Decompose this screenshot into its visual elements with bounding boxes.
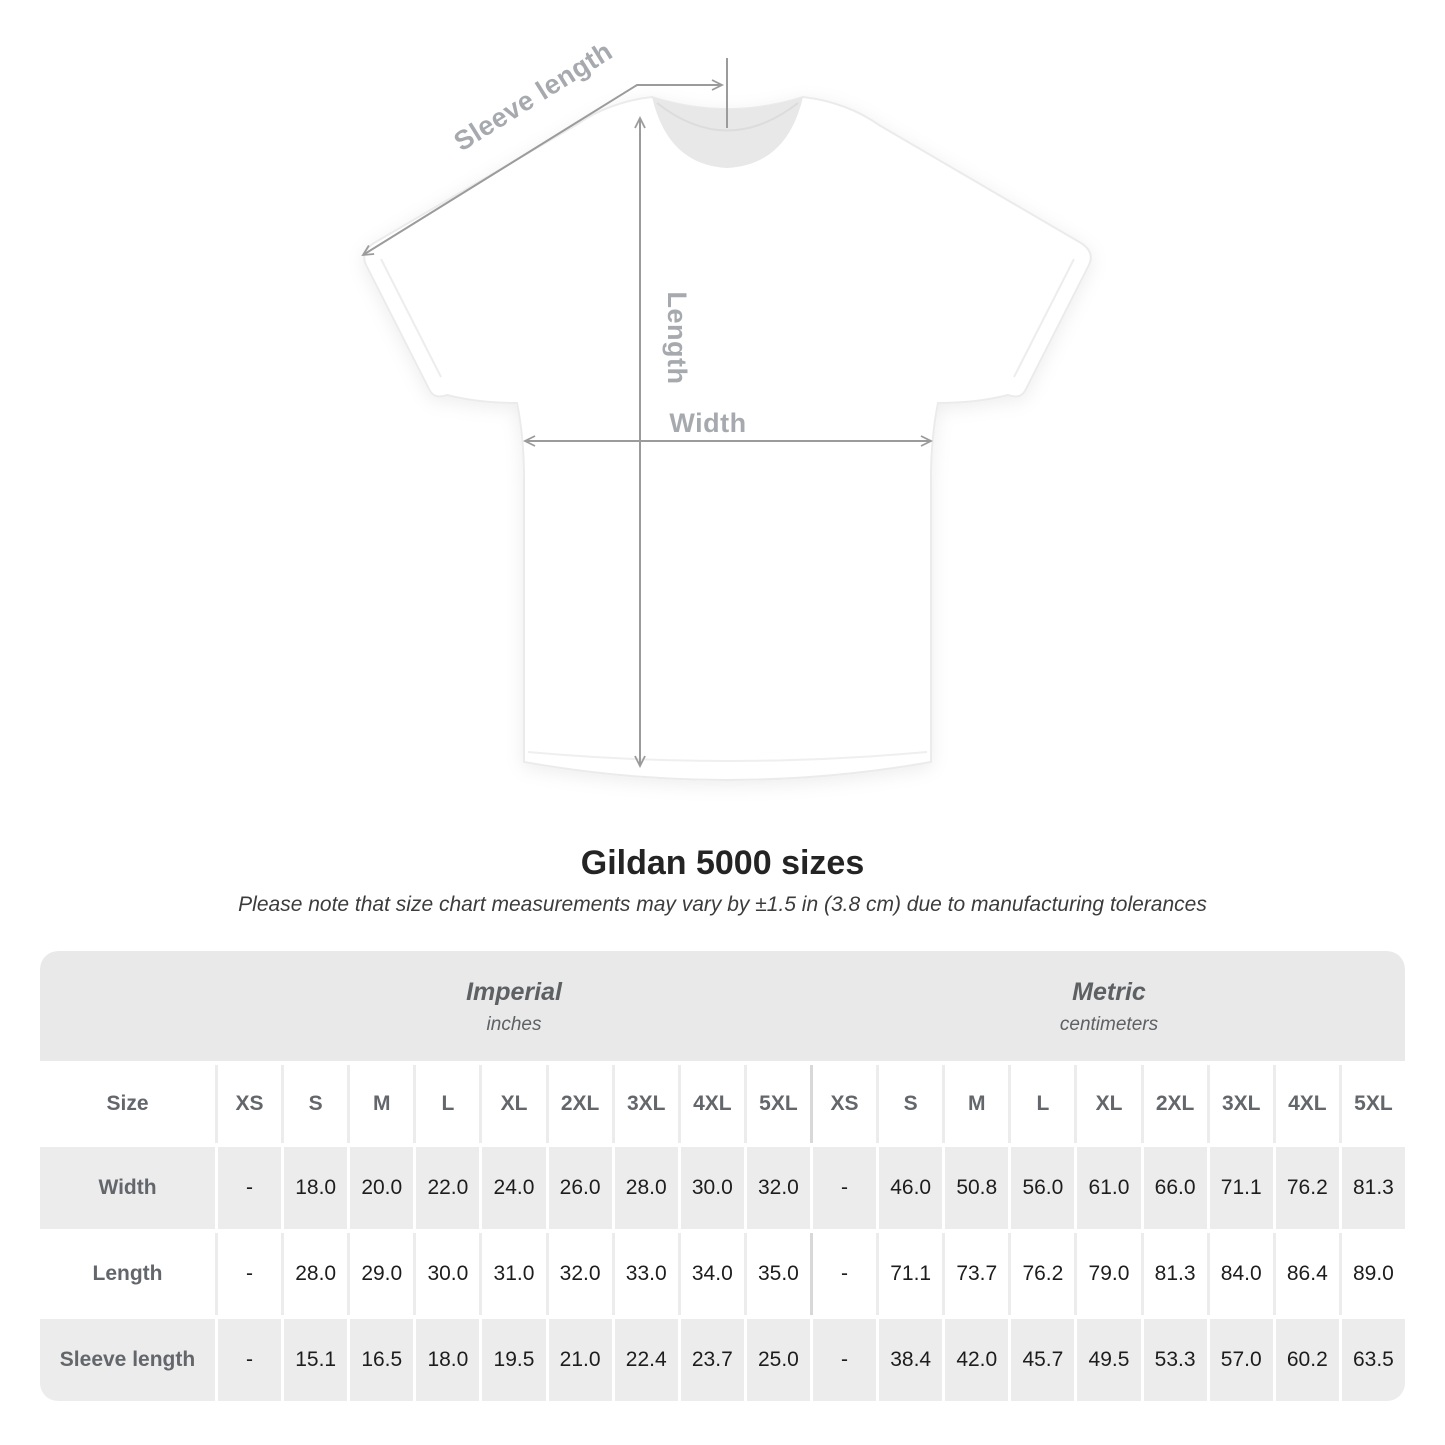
cell-value-metric: 76.2 (1275, 1147, 1339, 1230)
cell-value-imperial: 22.4 (614, 1319, 678, 1402)
cell-value-metric: 73.7 (945, 1233, 1009, 1316)
tshirt-measurement-diagram: Sleeve length Length Width (361, 36, 1092, 782)
cell-value-metric: 50.8 (945, 1147, 1009, 1230)
cell-value-metric: 76.2 (1011, 1233, 1075, 1316)
size-table-body: Size XS S M L XL 2XL 3XL 4XL 5XL XS S M L XL 2XL 3XL 4XL 5… (40, 1065, 1405, 1402)
table-row-length: Length -28.0 29.0 30.0 31.0 32.0 33.0 34.0 35.0-… (40, 1233, 1405, 1316)
unit-band: Imperial inches Metric centimeters (40, 951, 1405, 1062)
size-col-header-metric-xl: XL (1077, 1065, 1141, 1144)
length-label: Length (662, 292, 692, 385)
cell-value-metric: - (812, 1319, 877, 1402)
cell-value-imperial: 29.0 (350, 1233, 414, 1316)
cell-value-metric: 61.0 (1077, 1147, 1141, 1230)
cell-value-metric: 49.5 (1077, 1319, 1141, 1402)
cell-value-metric: 66.0 (1143, 1147, 1207, 1230)
cell-value-metric: 42.0 (945, 1319, 1009, 1402)
size-col-header-metric-s: S (879, 1065, 943, 1144)
cell-value-imperial: 31.0 (482, 1233, 546, 1316)
cell-value-metric: 57.0 (1209, 1319, 1273, 1402)
cell-value-metric: 45.7 (1011, 1319, 1075, 1402)
cell-value-metric: 71.1 (1209, 1147, 1273, 1230)
size-col-header-imperial-xl: XL (482, 1065, 546, 1144)
cell-value-imperial: 32.0 (548, 1233, 612, 1316)
cell-value-metric: 71.1 (879, 1233, 943, 1316)
metric-unit: centimeters (1059, 1014, 1159, 1036)
cell-value-imperial: 25.0 (746, 1319, 810, 1402)
cell-value-imperial: - (218, 1147, 282, 1230)
cell-value-imperial: 30.0 (680, 1147, 744, 1230)
size-col-header-metric-xs: XS (812, 1065, 877, 1144)
size-col-header-metric-3xl: 3XL (1209, 1065, 1273, 1144)
cell-value-metric: 53.3 (1143, 1319, 1207, 1402)
cell-value-imperial: 18.0 (416, 1319, 480, 1402)
size-col-header-imperial-5xl: 5XL (746, 1065, 810, 1144)
page-title: Gildan 5000 sizes (580, 844, 865, 882)
size-col-header-imperial-4xl: 4XL (680, 1065, 744, 1144)
size-col-header-metric-2xl: 2XL (1143, 1065, 1207, 1144)
width-label: Width (669, 408, 746, 438)
size-col-header-imperial-xs: XS (218, 1065, 282, 1144)
cell-value-imperial: 20.0 (350, 1147, 414, 1230)
cell-value-imperial: 28.0 (614, 1147, 678, 1230)
row-label: Length (40, 1233, 215, 1316)
cell-value-metric: 84.0 (1209, 1233, 1273, 1316)
sleeve-length-arrow (361, 79, 725, 257)
size-col-header-metric-m: M (945, 1065, 1009, 1144)
cell-value-metric: 56.0 (1011, 1147, 1075, 1230)
cell-value-imperial: 24.0 (482, 1147, 546, 1230)
cell-value-imperial: - (218, 1233, 282, 1316)
cell-value-imperial: 22.0 (416, 1147, 480, 1230)
cell-value-metric: 86.4 (1275, 1233, 1339, 1316)
cell-value-imperial: 28.0 (284, 1233, 348, 1316)
size-header-cell: Size (40, 1065, 215, 1144)
tshirt-graphic: Sleeve length Length Width (361, 36, 1092, 782)
cell-value-imperial: 21.0 (548, 1319, 612, 1402)
cell-value-imperial: 34.0 (680, 1233, 744, 1316)
cell-value-imperial: - (218, 1319, 282, 1402)
cell-value-imperial: 23.7 (680, 1319, 744, 1402)
cell-value-metric: - (812, 1147, 877, 1230)
cell-value-metric: 81.3 (1341, 1147, 1405, 1230)
size-col-header-imperial-2xl: 2XL (548, 1065, 612, 1144)
size-col-header-imperial-s: S (284, 1065, 348, 1144)
cell-value-metric: - (812, 1233, 877, 1316)
imperial-unit: inches (486, 1014, 542, 1036)
cell-value-imperial: 35.0 (746, 1233, 810, 1316)
cell-value-metric: 60.2 (1275, 1319, 1339, 1402)
cell-value-metric: 63.5 (1341, 1319, 1405, 1402)
cell-value-metric: 46.0 (879, 1147, 943, 1230)
size-col-header-metric-4xl: 4XL (1275, 1065, 1339, 1144)
size-col-header-imperial-l: L (416, 1065, 480, 1144)
size-col-header-imperial-m: M (350, 1065, 414, 1144)
size-col-header-metric-5xl: 5XL (1341, 1065, 1405, 1144)
page-subtitle: Please note that size chart measurements… (238, 893, 1207, 917)
imperial-label: Imperial (466, 978, 562, 1007)
size-table: Imperial inches Metric centimeters Size X… (40, 951, 1405, 1402)
cell-value-imperial: 15.1 (284, 1319, 348, 1402)
row-label: Sleeve length (40, 1319, 215, 1402)
imperial-unit-group: Imperial inches (218, 951, 810, 1061)
size-col-header-metric-l: L (1011, 1065, 1075, 1144)
cell-value-metric: 38.4 (879, 1319, 943, 1402)
cell-value-imperial: 16.5 (350, 1319, 414, 1402)
size-col-header-imperial-3xl: 3XL (614, 1065, 678, 1144)
tshirt-shape (363, 95, 1092, 782)
cell-value-metric: 81.3 (1143, 1233, 1207, 1316)
cell-value-imperial: 33.0 (614, 1233, 678, 1316)
cell-value-imperial: 30.0 (416, 1233, 480, 1316)
row-label: Width (40, 1147, 215, 1230)
cell-value-imperial: 19.5 (482, 1319, 546, 1402)
cell-value-metric: 79.0 (1077, 1233, 1141, 1316)
cell-value-imperial: 32.0 (746, 1147, 810, 1230)
cell-value-imperial: 26.0 (548, 1147, 612, 1230)
cell-value-metric: 89.0 (1341, 1233, 1405, 1316)
table-row-width: Width -18.0 20.0 22.0 24.0 26.0 28.0 30.0 32.0-4… (40, 1147, 1405, 1230)
table-row-sleeve-length: Sleeve length -15.1 16.5 18.0 19.5 21.0 22.4 23… (40, 1319, 1405, 1402)
cell-value-imperial: 18.0 (284, 1147, 348, 1230)
metric-unit-group: Metric centimeters (813, 951, 1405, 1061)
metric-label: Metric (1072, 978, 1146, 1007)
table-header-row: Size XS S M L XL 2XL 3XL 4XL 5XL XS S M L XL 2XL 3XL 4XL 5… (40, 1065, 1405, 1144)
